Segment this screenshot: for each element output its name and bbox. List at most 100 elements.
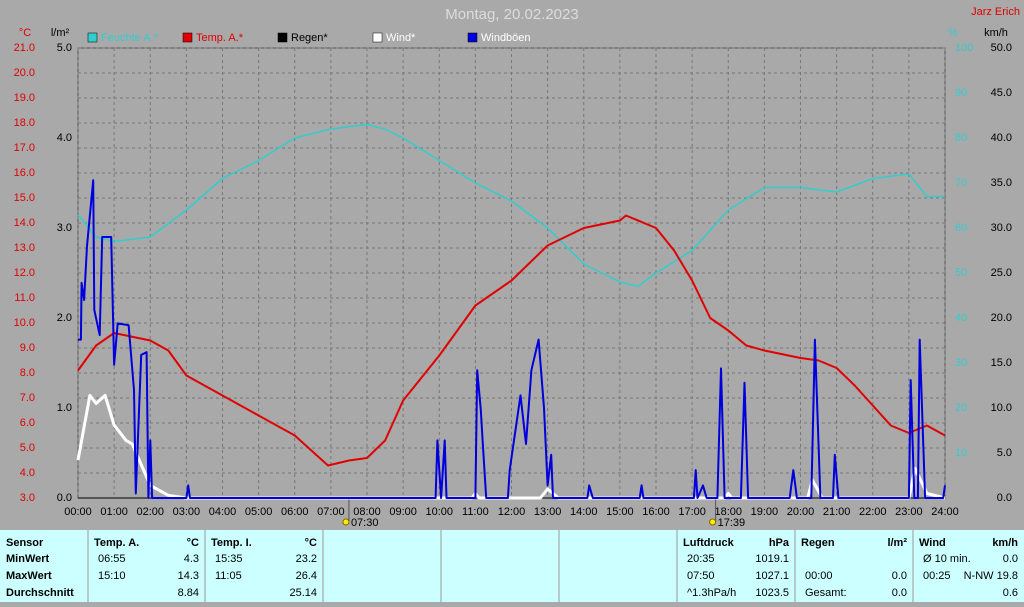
cell-time: 07:50 bbox=[687, 570, 715, 582]
unit-label: % bbox=[948, 27, 958, 39]
cell-time: 06:55 bbox=[98, 553, 126, 565]
y-tick-label: 4.0 bbox=[57, 132, 72, 144]
y-tick-label: 11.0 bbox=[14, 292, 35, 304]
x-tick-label: 01:00 bbox=[100, 506, 128, 518]
y-tick-label: 3.0 bbox=[20, 492, 35, 504]
x-tick-label: 05:00 bbox=[245, 506, 273, 518]
x-tick-label: 16:00 bbox=[642, 506, 670, 518]
series-line bbox=[78, 179, 946, 499]
x-tick-label: 17:00 bbox=[678, 506, 706, 518]
y-tick-label: 21.0 bbox=[14, 42, 35, 54]
y-tick-label: 70 bbox=[955, 177, 967, 189]
cell-value: 26.4 bbox=[296, 570, 317, 582]
x-tick-label: 12:00 bbox=[498, 506, 526, 518]
y-tick-label: 50 bbox=[955, 267, 967, 279]
cell-value: 0.0 bbox=[1003, 553, 1018, 565]
y-tick-label: 30.0 bbox=[991, 222, 1012, 234]
column-header: Wind bbox=[919, 537, 946, 549]
x-tick-label: 11:00 bbox=[462, 506, 489, 518]
x-tick-label: 20:00 bbox=[787, 506, 815, 518]
x-tick-label: 09:00 bbox=[389, 506, 417, 518]
y-tick-label: 6.0 bbox=[20, 417, 35, 429]
y-tick-label: 8.0 bbox=[20, 367, 35, 379]
table-header: Sensor bbox=[6, 537, 44, 549]
cell-value: 1019.1 bbox=[755, 553, 789, 565]
y-tick-label: 20 bbox=[955, 402, 967, 414]
x-tick-label: 13:00 bbox=[534, 506, 562, 518]
y-tick-label: 5.0 bbox=[20, 442, 35, 454]
cell-value: 23.2 bbox=[296, 553, 317, 565]
x-tick-label: 00:00 bbox=[64, 506, 92, 518]
row-label: MinWert bbox=[6, 553, 50, 565]
legend-label: Windböen bbox=[481, 32, 531, 44]
y-tick-label: 20.0 bbox=[14, 67, 35, 79]
column-unit: °C bbox=[305, 537, 317, 549]
x-tick-label: 21:00 bbox=[823, 506, 851, 518]
y-tick-label: 4.0 bbox=[20, 467, 35, 479]
column-unit: l/m² bbox=[887, 537, 907, 549]
cell-value: 1027.1 bbox=[755, 570, 789, 582]
series-line bbox=[77, 123, 945, 288]
y-tick-label: 10 bbox=[955, 447, 967, 459]
y-tick-label: 7.0 bbox=[20, 392, 35, 404]
y-tick-label: 5.0 bbox=[997, 447, 1012, 459]
sun-icon bbox=[709, 518, 717, 526]
x-tick-label: 14:00 bbox=[570, 506, 598, 518]
y-tick-label: 19.0 bbox=[14, 92, 35, 104]
y-tick-label: 12.0 bbox=[14, 267, 35, 279]
cell-value: 1023.5 bbox=[755, 587, 789, 599]
y-tick-label: 15.0 bbox=[991, 357, 1012, 369]
x-tick-label: 24:00 bbox=[931, 506, 959, 518]
legend-label: Regen* bbox=[291, 32, 328, 44]
sun-icon bbox=[342, 518, 350, 526]
legend-swatch bbox=[467, 32, 478, 43]
y-tick-label: 50.0 bbox=[991, 42, 1012, 54]
x-tick-label: 15:00 bbox=[606, 506, 634, 518]
row-label: Durchschnitt bbox=[6, 587, 74, 599]
unit-label: °C bbox=[19, 27, 31, 39]
cell-value: 0.6 bbox=[1003, 587, 1018, 599]
cell-value: 14.3 bbox=[178, 570, 199, 582]
legend-label: Wind* bbox=[386, 32, 416, 44]
y-tick-label: 0.0 bbox=[997, 492, 1012, 504]
y-tick-label: 10.0 bbox=[991, 402, 1012, 414]
cell-value: 25.14 bbox=[289, 587, 317, 599]
x-tick-label: 23:00 bbox=[895, 506, 923, 518]
y-tick-label: 17.0 bbox=[14, 142, 35, 154]
x-tick-label: 03:00 bbox=[173, 506, 201, 518]
series-line bbox=[77, 214, 946, 467]
cell-value: 8.84 bbox=[178, 587, 199, 599]
cell-time: Gesamt: bbox=[805, 587, 847, 599]
y-tick-label: 25.0 bbox=[991, 267, 1012, 279]
legend-swatch bbox=[182, 32, 193, 43]
x-tick-label: 06:00 bbox=[281, 506, 309, 518]
y-tick-label: 30 bbox=[955, 357, 967, 369]
column-unit: °C bbox=[187, 537, 199, 549]
cell-time: 00:00 bbox=[805, 570, 833, 582]
row-label: MaxWert bbox=[6, 570, 52, 582]
unit-label: l/m² bbox=[51, 27, 70, 39]
cell-time: 15:35 bbox=[215, 553, 243, 565]
cell-time: 20:35 bbox=[687, 553, 715, 565]
cell-value: 4.3 bbox=[184, 553, 199, 565]
author: Jarz Erich bbox=[971, 6, 1020, 18]
sun-label: 07:30 bbox=[351, 517, 379, 529]
y-tick-label: 80 bbox=[955, 132, 967, 144]
y-tick-label: 18.0 bbox=[14, 117, 35, 129]
x-tick-label: 08:00 bbox=[353, 506, 381, 518]
cell-value: 0.0 bbox=[892, 587, 907, 599]
y-tick-label: 16.0 bbox=[14, 167, 35, 179]
legend-swatch bbox=[87, 32, 98, 43]
y-tick-label: 45.0 bbox=[991, 87, 1012, 99]
x-tick-label: 10:00 bbox=[425, 506, 453, 518]
y-tick-label: 60 bbox=[955, 222, 967, 234]
legend-label: Temp. A.* bbox=[196, 32, 244, 44]
y-tick-label: 40 bbox=[955, 312, 967, 324]
x-tick-label: 07:00 bbox=[317, 506, 345, 518]
y-tick-label: 15.0 bbox=[14, 192, 35, 204]
y-tick-label: 13.0 bbox=[14, 242, 35, 254]
cell-time: 15:10 bbox=[98, 570, 126, 582]
y-tick-label: 35.0 bbox=[991, 177, 1012, 189]
y-tick-label: 40.0 bbox=[991, 132, 1012, 144]
